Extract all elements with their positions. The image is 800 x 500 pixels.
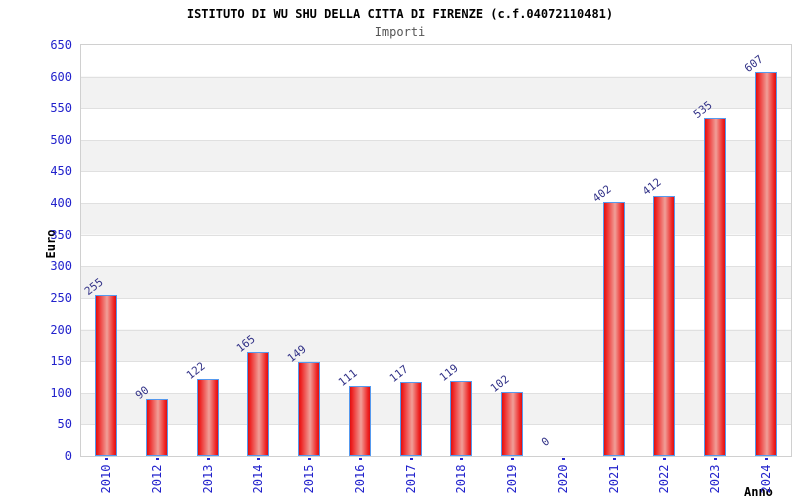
x-tick-label: 2022 [657,464,672,494]
x-tick-mark [206,458,210,460]
bar-2010 [95,294,117,456]
x-tick-mark [511,458,515,460]
x-tick-label: 2021 [606,464,621,494]
x-tick-label: 2010 [99,464,113,494]
x-tick-label: 2017 [403,464,418,494]
x-tick-mark [561,458,565,460]
bar-2013 [196,378,219,456]
x-tick-label: 2023 [708,464,723,494]
chart-subtitle: Importi [374,25,426,39]
y-tick-label: 250 [50,290,72,305]
bar-2016 [348,385,371,456]
gridline [81,139,791,141]
y-tick-label: 550 [50,101,72,116]
bar-2015 [298,361,321,456]
bar-2012 [145,399,168,456]
gridline [81,424,791,426]
x-tick-mark [257,458,261,460]
bar-2023 [704,117,727,456]
x-tick-mark [460,458,464,460]
x-tick-label: 2014 [251,464,266,494]
bar-2024 [755,72,777,456]
x-tick-label: 2015 [302,464,317,494]
x-tick-mark [612,458,616,460]
x-tick-mark [663,458,667,460]
x-tick-mark [105,458,108,460]
x-tick-mark [308,458,312,460]
y-tick-label: 50 [57,417,72,432]
gridline [81,392,791,394]
y-tick-label: 0 [64,449,72,463]
x-tick-label: 2019 [505,464,520,494]
y-tick-label: 350 [50,227,72,242]
bar-2014 [247,351,270,456]
bar-2019 [501,391,524,456]
gridline [81,234,791,236]
chart-title: ISTITUTO DI WU SHU DELLA CITTA DI FIRENZ… [186,7,614,21]
x-tick-label: 2012 [149,464,164,494]
gridline [81,76,791,78]
y-tick-label: 150 [50,354,72,369]
y-tick-label: 500 [50,132,72,147]
gridline [81,329,791,331]
x-tick-label: 2013 [200,464,215,494]
y-tick-label: 650 [50,38,72,52]
x-tick-mark [409,458,413,460]
x-tick-label: 2024 [759,464,773,494]
bar-2018 [450,380,473,456]
x-axis-title: Anno [744,485,773,499]
bar-value-label: 0 [538,434,553,449]
bar-2021 [602,201,625,456]
y-tick-label: 100 [50,385,72,400]
x-tick-mark [358,458,362,460]
x-tick-label: 2018 [454,464,469,494]
gridline [81,203,791,205]
y-tick-label: 300 [50,259,72,274]
x-tick-mark [765,458,768,460]
x-tick-mark [155,458,159,460]
x-tick-label: 2020 [555,464,570,494]
gridline [81,266,791,268]
gridline [81,297,791,299]
plot-area: 0 50 100 150 200 250 300 350 400 450 500 550 600 650 2… [50,38,792,493]
bar-2017 [399,382,422,456]
y-tick-label: 600 [50,69,72,84]
bar-2022 [653,195,676,456]
gridline [81,361,791,363]
x-tick-mark [714,458,718,460]
gridline [81,171,791,173]
gridline [81,108,791,110]
y-tick-label: 400 [50,196,72,211]
x-tick-label: 2016 [352,464,367,494]
y-tick-label: 200 [50,322,72,337]
y-tick-label: 450 [50,164,72,179]
